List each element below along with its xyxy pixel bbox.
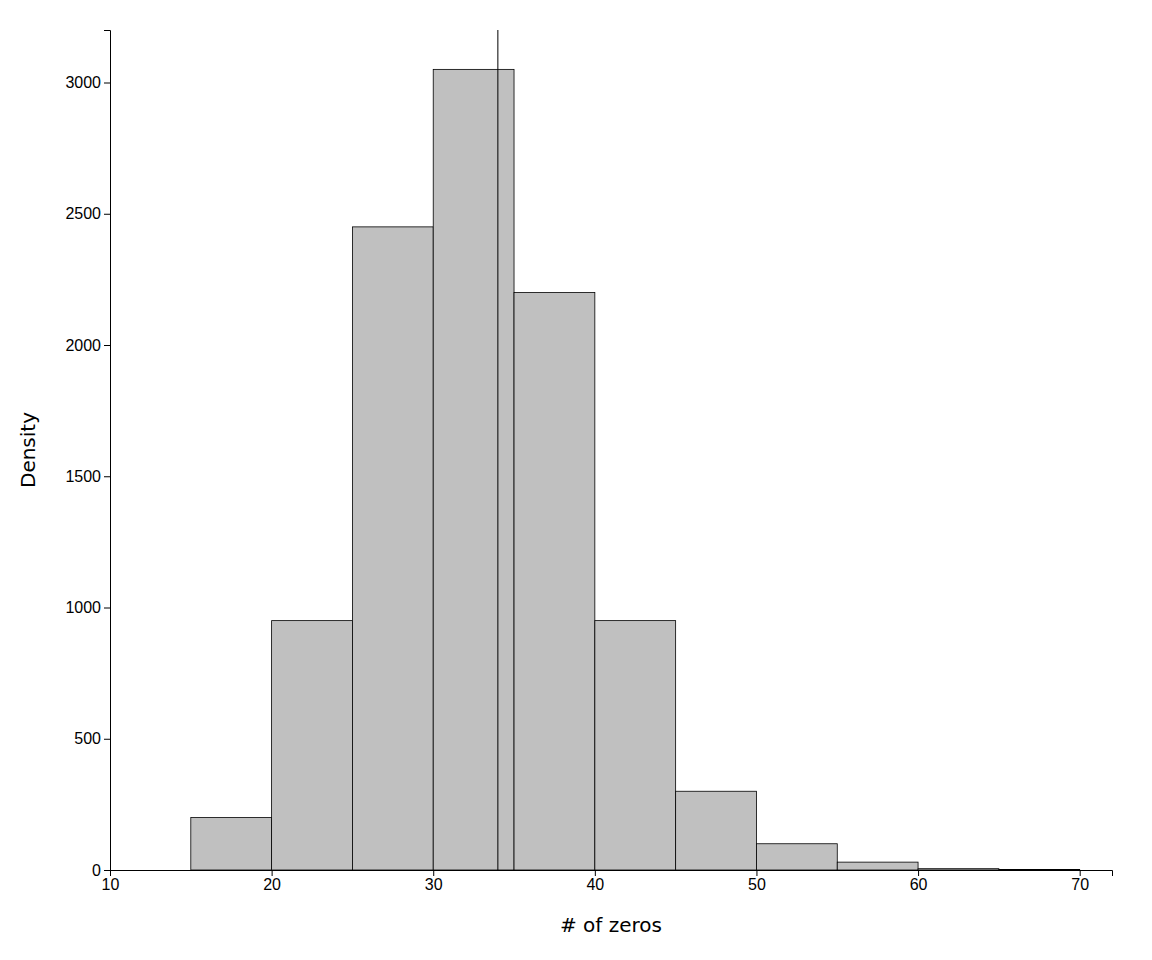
marks	[191, 30, 1080, 870]
x-axis-tick-label: 40	[586, 876, 604, 893]
y-axis-tick-label: 3000	[65, 74, 101, 91]
x-axis-tick: 50	[748, 870, 766, 893]
y-axis-tick-mark	[104, 739, 110, 740]
histogram-bar	[918, 869, 999, 870]
x-axis-tick: 30	[425, 870, 443, 893]
histogram-bar	[433, 69, 514, 870]
histogram-bar	[837, 862, 918, 870]
y-axis-tick-mark	[104, 345, 110, 346]
y-axis-tick-label: 2500	[65, 205, 101, 222]
y-axis-tick: 2500	[65, 205, 110, 222]
x-axis-tick-mark	[1080, 870, 1081, 876]
y-axis-tick: 500	[74, 730, 110, 747]
histogram-bar	[191, 818, 272, 871]
histogram-bar	[756, 844, 837, 870]
x-axis-tick-mark	[918, 870, 919, 876]
y-axis-tick-mark	[104, 476, 110, 477]
histogram-bar	[352, 227, 433, 870]
histogram-bar	[514, 293, 595, 871]
histogram-bar	[272, 621, 353, 870]
y-axis: 0 500 1000 1500 2000 2500 3000	[65, 31, 110, 879]
y-axis-line	[104, 31, 111, 871]
y-axis-tick: 3000	[65, 74, 110, 91]
y-axis-tick-label: 500	[74, 730, 101, 747]
y-axis-tick-label: 2000	[65, 337, 101, 354]
y-axis-tick-mark	[104, 870, 110, 871]
y-axis-tick: 1000	[65, 599, 110, 616]
reference-line	[497, 30, 498, 870]
y-axis-tick-mark	[104, 83, 110, 84]
y-axis-tick-label: 1500	[65, 468, 101, 485]
chart-svg: 10 20 30 40 50 60 70 0 500 1000 1500 2000 2500 3000 # …	[0, 0, 1152, 960]
y-axis-tick-label: 1000	[65, 599, 101, 616]
x-axis-title: # of zeros	[560, 913, 662, 937]
y-axis-tick: 1500	[65, 468, 110, 485]
x-axis-tick-mark	[272, 870, 273, 876]
x-axis-line	[111, 871, 1113, 877]
x-axis-tick: 70	[1071, 870, 1089, 893]
x-axis-tick-label: 30	[425, 876, 443, 893]
x-axis-tick-label: 50	[748, 876, 766, 893]
x-axis-tick: 40	[586, 870, 604, 893]
y-axis-title: Density	[16, 412, 40, 488]
x-axis-tick: 60	[910, 870, 928, 893]
x-axis-tick-label: 20	[263, 876, 281, 893]
y-axis-tick-mark	[104, 608, 110, 609]
x-axis: 10 20 30 40 50 60 70	[102, 870, 1113, 893]
x-axis-tick-label: 70	[1071, 876, 1089, 893]
x-axis-tick: 10	[102, 870, 120, 893]
x-axis-tick: 20	[263, 870, 281, 893]
plot-area: 10 20 30 40 50 60 70 0 500 1000 1500 2000 2500 3000 # …	[16, 30, 1113, 937]
y-axis-tick-label: 0	[92, 862, 101, 879]
x-axis-tick-mark	[433, 870, 434, 876]
x-axis-tick-label: 60	[910, 876, 928, 893]
histogram-bar	[999, 869, 1080, 870]
chart-container: 10 20 30 40 50 60 70 0 500 1000 1500 2000 2500 3000 # …	[0, 0, 1152, 960]
x-axis-tick-mark	[756, 870, 757, 876]
x-axis-tick-mark	[595, 870, 596, 876]
histogram-bar	[676, 791, 757, 870]
y-axis-tick: 2000	[65, 337, 110, 354]
x-axis-tick-label: 10	[102, 876, 120, 893]
y-axis-tick-mark	[104, 214, 110, 215]
histogram-bar	[595, 621, 676, 870]
y-axis-tick: 0	[92, 862, 110, 879]
